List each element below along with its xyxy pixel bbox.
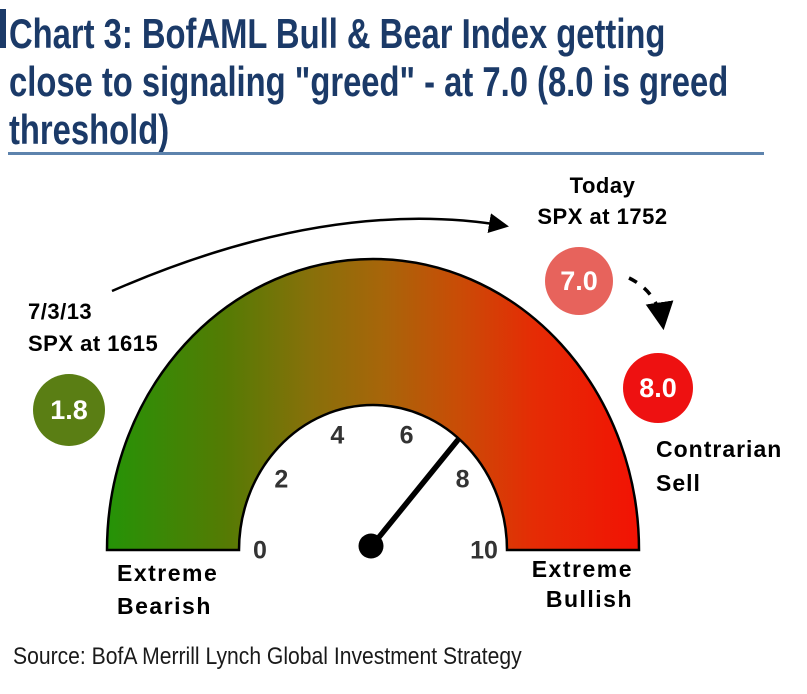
annotation-today: Today SPX at 1752 (510, 170, 695, 232)
gauge-label-extreme-bullish: Extreme Bullish (480, 554, 633, 614)
gauge-label-bearish-line1: Extreme (117, 560, 219, 586)
chart-title-line2: close to signaling "greed" - at 7.0 (8.0… (9, 58, 729, 105)
source-attribution: Source: BofA Merrill Lynch Global Invest… (13, 643, 522, 670)
gauge-tick-label: 4 (330, 421, 345, 450)
gauge-tick-label: 2 (274, 465, 289, 494)
gauge-tick-label: 10 (470, 536, 498, 565)
annotation-today-label: Today (569, 173, 636, 198)
annotation-contrarian-line1: Contrarian (656, 436, 783, 462)
threshold-arrow (628, 276, 674, 331)
marker-badge-threshold: 8.0 (623, 353, 693, 423)
marker-badge-past-value: 1.8 (50, 394, 88, 425)
gauge-label-bullish-line2: Bullish (545, 586, 633, 612)
page-margin-bar (0, 9, 6, 48)
gauge-tick-label: 0 (253, 536, 267, 565)
chart-title-line3: threshold) (9, 106, 170, 153)
annotation-past: 7/3/13 SPX at 1615 (28, 296, 158, 360)
gauge-tick-label: 6 (399, 421, 414, 450)
marker-badge-today: 7.0 (545, 247, 613, 315)
gauge-tick-label: 8 (455, 465, 470, 494)
annotation-past-date: 7/3/13 (28, 299, 93, 324)
chart-title: Chart 3: BofAML Bull & Bear Index gettin… (9, 10, 728, 154)
trend-arrow (111, 213, 509, 293)
annotation-contrarian-sell: Contrarian Sell (656, 432, 782, 500)
gauge-band (105, 257, 641, 552)
annotation-today-spx: SPX at 1752 (537, 204, 668, 229)
gauge-needle (368, 437, 461, 550)
chart-title-line1: Chart 3: BofAML Bull & Bear Index gettin… (9, 10, 666, 57)
marker-badge-today-value: 7.0 (560, 265, 598, 296)
marker-badge-threshold-value: 8.0 (639, 372, 677, 403)
gauge-label-bearish-line2: Bearish (117, 593, 212, 619)
annotation-past-spx: SPX at 1615 (28, 331, 159, 356)
marker-badge-past: 1.8 (33, 374, 105, 446)
gauge-label-bullish-line1: Extreme (531, 556, 633, 582)
gauge-label-extreme-bearish: Extreme Bearish (117, 557, 218, 623)
needle-pivot (358, 533, 384, 559)
title-divider-rule (8, 152, 764, 155)
annotation-contrarian-line2: Sell (656, 470, 701, 496)
